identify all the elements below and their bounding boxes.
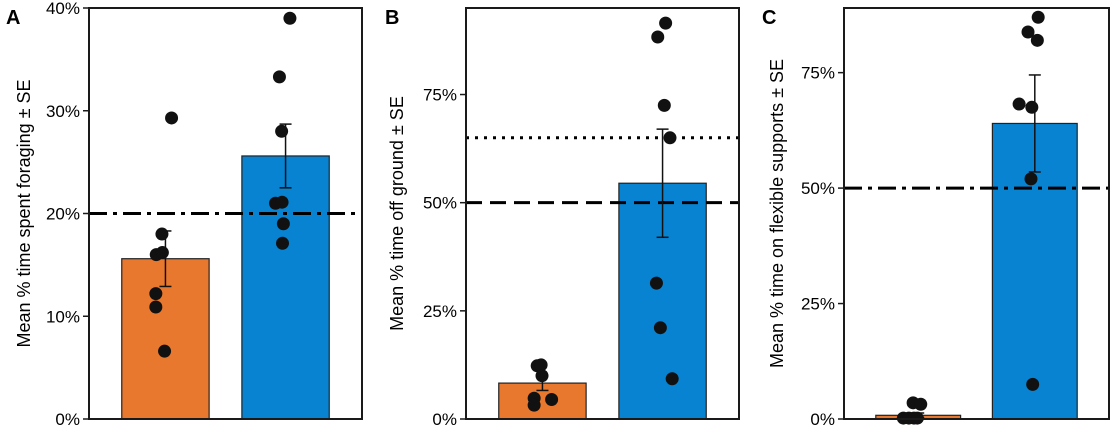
data-point [659,16,673,30]
data-point [275,195,289,209]
plot-frame [88,7,363,420]
data-point [527,398,541,412]
data-point [651,30,665,44]
data-point [1031,10,1045,24]
panel-A: A Mean % time spent foraging ± SE 0% 10% 20%… [6,0,363,429]
data-point [653,321,667,335]
data-point [276,217,290,231]
data-point [149,287,163,301]
data-point [1026,377,1040,391]
y-tick-label: 25% [423,302,457,321]
y-tick-label: 0% [55,410,80,429]
panel-letter: C [762,7,776,29]
y-tick-label: 50% [423,194,457,213]
bar [241,155,330,420]
data-point [657,98,671,112]
data-point [155,246,169,260]
data-point [663,131,677,145]
y-tick-label: 0% [810,410,835,429]
y-tick-label: 40% [46,0,80,18]
data-point [665,372,679,386]
y-tick-label: 30% [46,102,80,121]
y-tick-label: 20% [46,205,80,224]
y-tick-label: 75% [423,86,457,105]
data-point [1025,100,1039,114]
data-point [158,344,172,358]
bar [991,122,1078,420]
data-point [649,276,663,290]
data-point [534,358,548,372]
data-point [1030,33,1044,47]
panel-letter: B [385,7,399,29]
data-point [149,300,163,314]
y-axis-label: Mean % time spent foraging ± SE [14,79,34,347]
panel-letter: A [6,7,20,29]
data-point [535,369,549,383]
data-point [275,124,289,138]
data-point [165,111,179,125]
data-point [1012,97,1026,111]
panel-B: B Mean % time off ground ± SE 0% 25% 50% 75% [385,7,740,429]
y-tick-label: 50% [801,179,835,198]
data-point [272,70,286,84]
data-point [1024,172,1038,186]
data-point [545,393,559,407]
y-tick-label: 0% [432,410,457,429]
plot-frame [465,7,740,420]
data-point [283,11,297,25]
data-point [1021,25,1035,39]
y-axis-label: Mean % time on flexible supports ± SE [767,59,787,368]
data-point [914,397,928,411]
data-point [276,236,290,250]
y-tick-label: 75% [801,64,835,83]
y-tick-label: 10% [46,307,80,326]
y-axis-label: Mean % time off ground ± SE [387,96,407,331]
y-tick-label: 25% [801,295,835,314]
panel-C: C Mean % time on flexible supports ± SE 0%… [762,7,1110,429]
data-point [155,227,169,241]
plot-frame [843,7,1110,420]
